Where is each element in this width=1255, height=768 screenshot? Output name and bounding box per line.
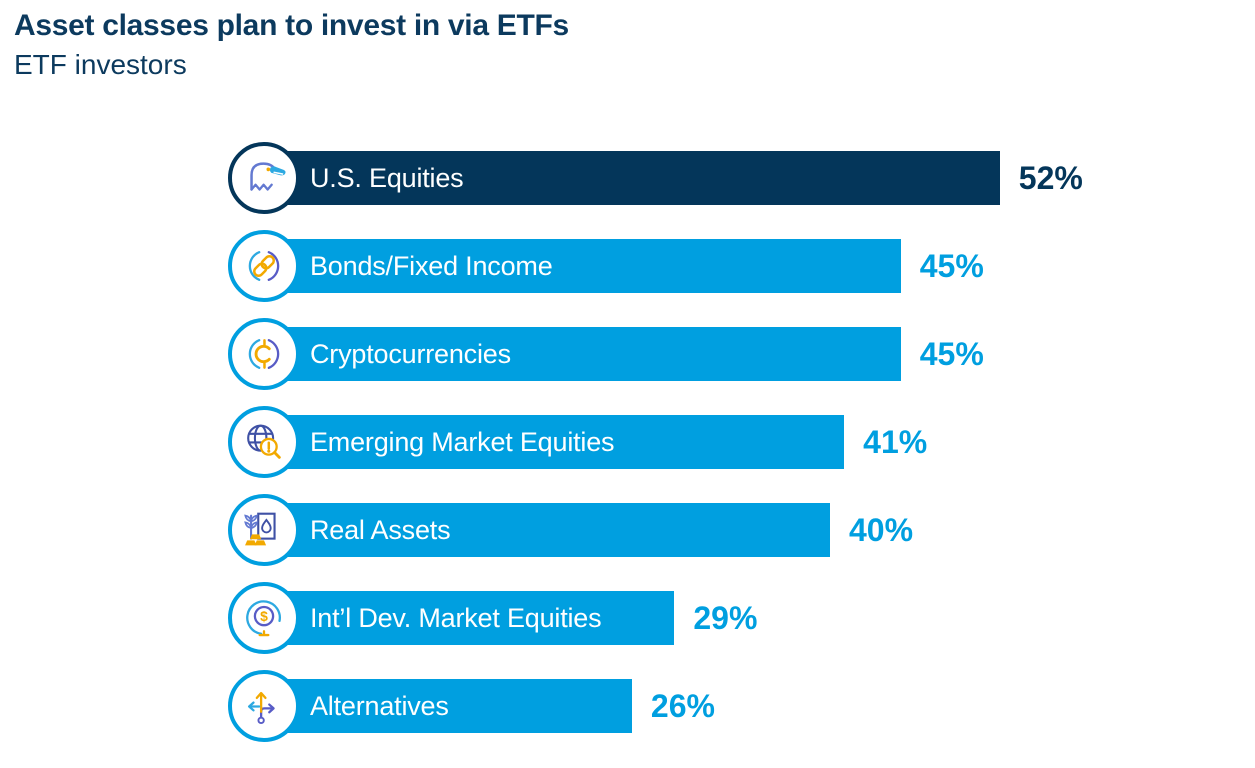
icon-circle: [228, 406, 300, 478]
icon-circle: [228, 670, 300, 742]
bar-value-label: 45%: [919, 247, 984, 284]
bar-row-real-assets: Real Assets 40%: [228, 486, 1248, 574]
bar-label: Int’l Dev. Market Equities: [310, 602, 602, 633]
chart-header: Asset classes plan to invest in via ETFs…: [14, 8, 569, 82]
icon-circle: [228, 230, 300, 302]
bar: U.S. Equities: [264, 151, 1000, 205]
chain-link-icon: [248, 251, 280, 281]
bar-row-alternatives: Alternatives 26%: [228, 662, 1248, 750]
icon-circle: [228, 318, 300, 390]
bar-chart: U.S. Equities 52% Bonds/Fixed Income 45%: [228, 134, 1248, 750]
bar: Alternatives: [264, 679, 632, 733]
bar-value-label: 29%: [693, 599, 758, 636]
bar-value-label: 40%: [849, 511, 914, 548]
bar-label: Cryptocurrencies: [310, 338, 511, 369]
wheat-water-gold-icon: [244, 512, 276, 546]
bar-label: Alternatives: [310, 690, 449, 721]
bar: Bonds/Fixed Income: [264, 239, 901, 293]
bar-row-bonds-fixed-income: Bonds/Fixed Income 45%: [228, 222, 1248, 310]
bar-value-label: 52%: [1018, 159, 1083, 196]
icon-circle: $: [228, 582, 300, 654]
bar: Cryptocurrencies: [264, 327, 901, 381]
bar-value-label: 45%: [919, 335, 984, 372]
bar-label: U.S. Equities: [310, 162, 464, 193]
bar-row-emerging-market-equities: Emerging Market Equities 41%: [228, 398, 1248, 486]
globe-magnifier-icon: [247, 424, 281, 459]
eagle-icon: [250, 162, 286, 191]
bar-label: Emerging Market Equities: [310, 426, 615, 457]
bar-label: Bonds/Fixed Income: [310, 250, 553, 281]
bar-value-label: 26%: [650, 687, 715, 724]
bar: Int’l Dev. Market Equities: [264, 591, 675, 645]
icon-circle: [228, 494, 300, 566]
chart-subtitle: ETF investors: [14, 49, 187, 80]
crypto-cent-icon: [248, 339, 280, 369]
bar-row-intl-dev-market-equities: $ Int’l Dev. Market Equities 29%: [228, 574, 1248, 662]
bar: Emerging Market Equities: [264, 415, 845, 469]
bar-row-us-equities: U.S. Equities 52%: [228, 134, 1248, 222]
branching-arrows-icon: [247, 691, 275, 725]
bar-row-cryptocurrencies: Cryptocurrencies 45%: [228, 310, 1248, 398]
desk-globe-dollar-icon: $: [246, 600, 281, 637]
bar-label: Real Assets: [310, 514, 451, 545]
chart-title: Asset classes plan to invest in via ETFs: [14, 9, 569, 42]
bar: Real Assets: [264, 503, 830, 557]
bar-value-label: 41%: [863, 423, 928, 460]
svg-text:$: $: [260, 608, 268, 624]
icon-circle: [228, 142, 300, 214]
